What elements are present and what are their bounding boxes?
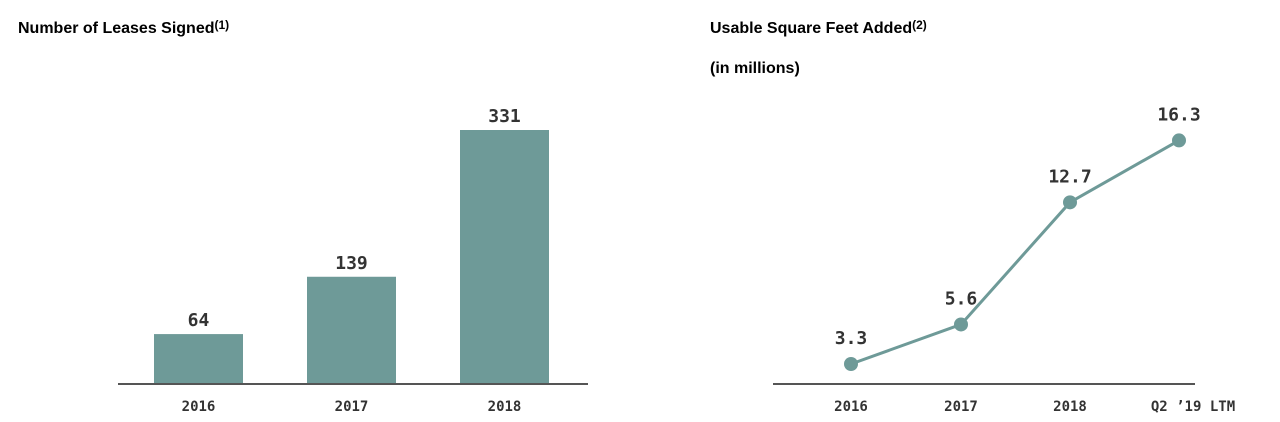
- bar-chart-title: Number of Leases Signed(1): [18, 18, 230, 38]
- bar-chart-title-text: Number of Leases Signed: [18, 20, 215, 37]
- x-tick-label: 2018: [488, 399, 522, 415]
- bar-data-label: 139: [335, 253, 368, 274]
- line-chart-subtitle: (in millions): [710, 60, 800, 77]
- bar-data-label: 331: [488, 106, 521, 127]
- point-data-label: 16.3: [1157, 104, 1200, 125]
- data-point: [1063, 195, 1077, 210]
- line-series: [850, 139, 1180, 366]
- x-tick-label: 2017: [944, 399, 978, 415]
- data-point: [954, 317, 968, 332]
- data-point: [1172, 133, 1186, 148]
- x-tick-label: 2016: [834, 399, 868, 415]
- bar-2016: [154, 334, 243, 383]
- x-tick-label: 2018: [1053, 399, 1087, 415]
- footnote-marker: (1): [214, 18, 230, 32]
- x-tick-label: 2017: [335, 399, 369, 415]
- footnote-marker: (2): [912, 18, 927, 32]
- point-data-label: 3.3: [835, 328, 868, 349]
- x-tick-label: Q2 ’19 LTM: [1151, 399, 1235, 415]
- point-data-label: 12.7: [1048, 166, 1091, 187]
- point-data-label: 5.6: [945, 288, 978, 309]
- x-tick-label: 2016: [182, 399, 216, 415]
- line-chart-title: Usable Square Feet Added(2): [710, 18, 927, 38]
- line-chart-title-text: Usable Square Feet Added: [710, 20, 913, 37]
- data-point: [844, 357, 858, 371]
- bar-data-label: 64: [188, 310, 210, 331]
- bar-2017: [307, 276, 396, 383]
- bar-2018: [460, 130, 549, 383]
